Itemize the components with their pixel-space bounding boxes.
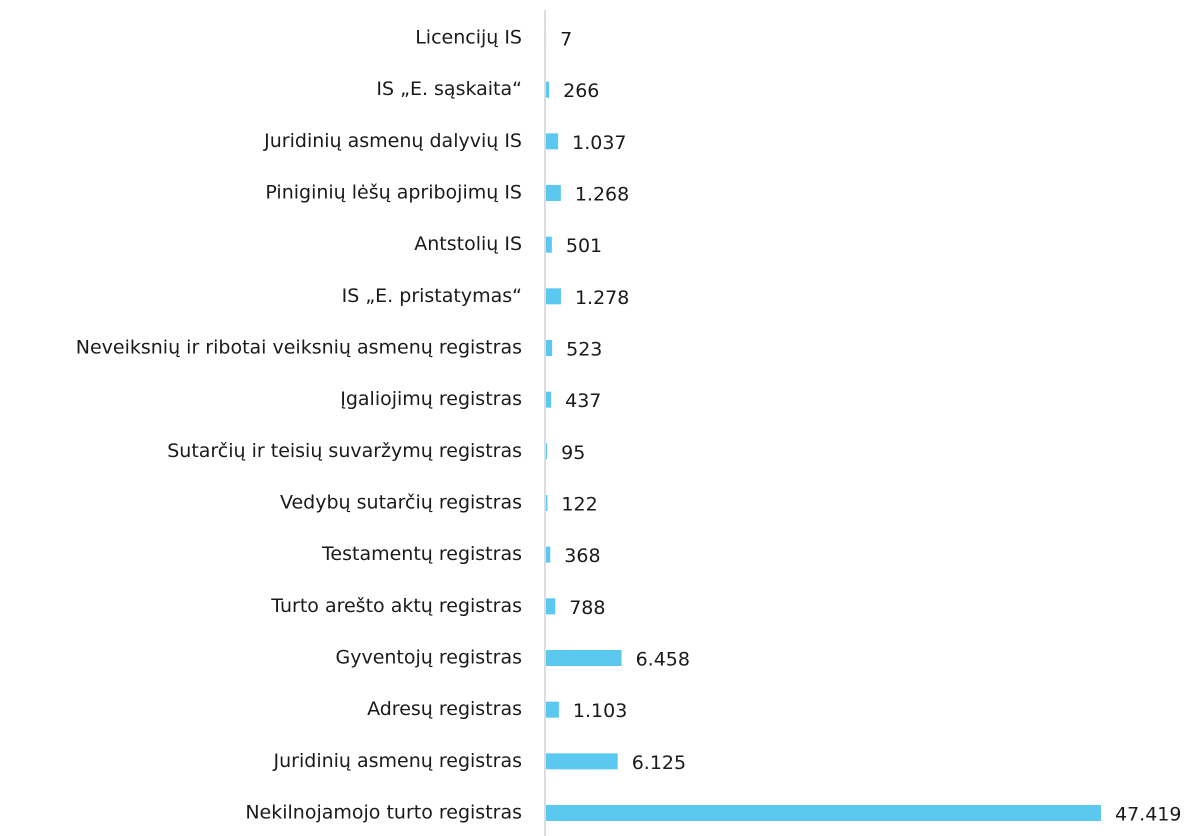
bar — [546, 133, 559, 150]
category-label: Juridinių asmenų registras — [273, 750, 522, 772]
bar — [546, 81, 550, 98]
bar — [546, 340, 553, 356]
category-label: Nekilnojamojo turto registras — [245, 802, 522, 824]
bar — [546, 546, 551, 563]
category-label: IS „E. pristatymas“ — [342, 285, 522, 307]
value-label: 7 — [560, 29, 572, 51]
value-label: 1.278 — [575, 287, 629, 309]
value-label: 266 — [563, 80, 599, 102]
value-label: 368 — [564, 545, 600, 567]
category-label: Turto arešto aktų registras — [270, 595, 522, 617]
bar — [546, 650, 622, 666]
bar — [546, 753, 618, 770]
category-label: Neveiksnių ir ribotai veiksnių asmenų re… — [76, 337, 522, 359]
value-label: 6.458 — [636, 649, 690, 671]
bar — [546, 805, 1101, 821]
category-label: Gyventojų registras — [335, 647, 522, 669]
bar — [546, 391, 552, 408]
category-label: Antstolių IS — [414, 233, 522, 255]
category-label: Vedybų sutarčių registras — [280, 492, 522, 514]
value-label: 1.037 — [572, 132, 626, 154]
category-label: Juridinių asmenų dalyvių IS — [263, 130, 522, 152]
value-label: 122 — [561, 494, 597, 516]
category-label: Piniginių lėšų apribojimų IS — [265, 182, 522, 204]
bar — [546, 236, 552, 253]
category-label: Įgaliojimų registras — [340, 388, 522, 410]
value-label: 6.125 — [632, 752, 686, 774]
category-label: Sutarčių ir teisių suvaržymų registras — [167, 440, 522, 462]
value-label: 437 — [565, 390, 601, 412]
value-label: 1.103 — [573, 700, 627, 722]
category-label: Licencijų IS — [415, 27, 522, 49]
value-label: 47.419 — [1115, 804, 1181, 826]
bar — [546, 495, 548, 511]
value-label: 788 — [569, 597, 605, 619]
value-label: 95 — [561, 442, 585, 464]
value-label: 501 — [566, 235, 602, 257]
bar — [546, 443, 548, 460]
value-label: 1.268 — [575, 184, 629, 206]
category-label: Adresų registras — [367, 698, 522, 720]
bar — [546, 598, 556, 615]
value-label: 523 — [566, 339, 602, 361]
category-label: IS „E. sąskaita“ — [376, 78, 522, 100]
bar — [546, 288, 561, 305]
bar — [546, 185, 561, 201]
bar — [546, 701, 559, 718]
category-label: Testamentų registras — [321, 543, 522, 565]
